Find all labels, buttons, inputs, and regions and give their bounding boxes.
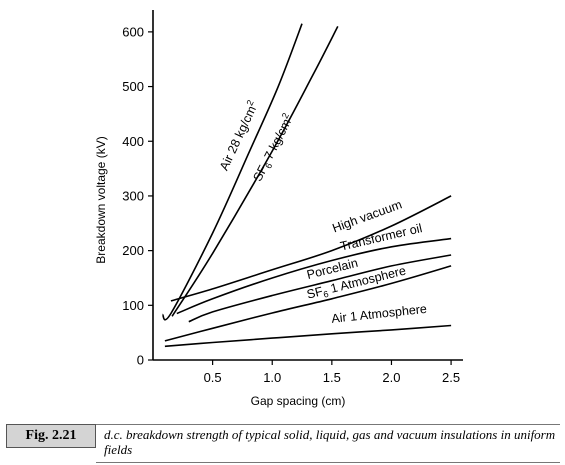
- series-label-air1: Air 1 Atmosphere: [331, 302, 428, 326]
- caption-rule-top: [96, 424, 560, 425]
- figure-caption: d.c. breakdown strength of typical solid…: [104, 427, 556, 457]
- series-line-sf6_7: [171, 26, 339, 317]
- x-tick-label: 1.5: [323, 370, 341, 385]
- series-line-oil: [176, 237, 452, 315]
- y-tick-label: 100: [122, 298, 144, 313]
- axes: 0 100 200 300 400 500 600 0.5 1.0 1.5 2.0 2.5 Gap sp…: [94, 10, 463, 408]
- figure-number: Fig. 2.21: [25, 428, 77, 443]
- series-line-air28: [161, 23, 303, 321]
- x-tick-label: 1.0: [263, 370, 281, 385]
- x-axis-title: Gap spacing (cm): [251, 394, 346, 408]
- x-tick-label: 2.0: [382, 370, 400, 385]
- y-tick-label: 500: [122, 79, 144, 94]
- chart: 0 100 200 300 400 500 600 0.5 1.0 1.5 2.0 2.5 Gap sp…: [94, 10, 463, 408]
- series-line-sf6_1: [164, 265, 452, 342]
- y-axis-title: Breakdown voltage (kV): [94, 136, 108, 263]
- series-label-air28: Air 28 kg/cm2: [215, 98, 261, 172]
- x-tick-label: 2.5: [442, 370, 460, 385]
- y-tick-label: 200: [122, 243, 144, 258]
- curves: [161, 23, 452, 348]
- y-tick-label: 600: [122, 24, 144, 39]
- y-tick-label: 300: [122, 188, 144, 203]
- series-line-air1: [164, 324, 452, 348]
- y-tick-label: 400: [122, 134, 144, 149]
- caption-rule-bottom: [96, 462, 560, 463]
- series-line-highvac: [170, 195, 452, 302]
- series-line-porcelain: [188, 254, 452, 323]
- series-label-sf6_7: SF6 7 kg/cm2: [249, 111, 298, 184]
- x-tick-label: 0.5: [204, 370, 222, 385]
- y-tick-label: 0: [137, 353, 144, 368]
- figure-number-badge: Fig. 2.21: [6, 424, 96, 448]
